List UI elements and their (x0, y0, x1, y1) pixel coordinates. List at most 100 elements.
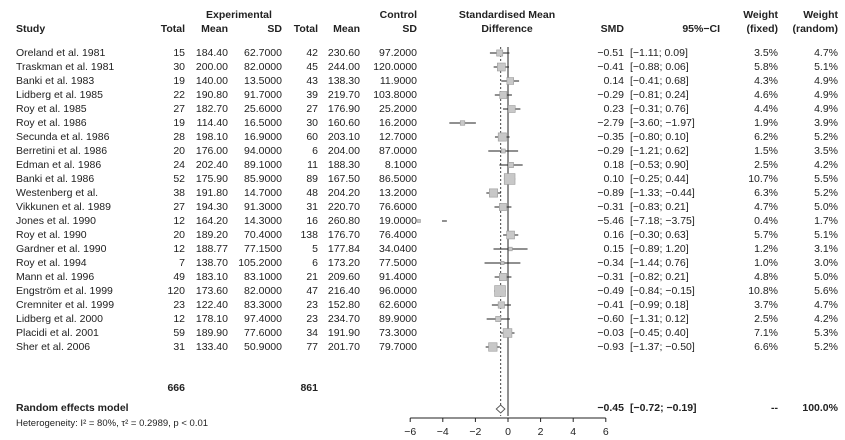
exp-total: 49 (173, 271, 185, 283)
study-name: Westenberg et al. (16, 187, 99, 199)
exp-mean: 140.00 (195, 75, 228, 87)
ctl-mean: 230.60 (327, 47, 360, 59)
weight-random: 4.9% (814, 103, 838, 115)
ci-value: [−1.11; 0.09] (630, 47, 688, 59)
exp-total: 12 (173, 243, 185, 255)
ci-value: [−0.84; −0.15] (630, 285, 695, 297)
ctl-sd: 120.0000 (373, 61, 417, 73)
weight-fixed: 2.5% (754, 313, 778, 325)
ctl-sd: 12.7000 (379, 131, 417, 143)
ctl-mean: 160.60 (327, 117, 360, 129)
weight-random: 5.2% (814, 131, 838, 143)
exp-mean: 176.00 (195, 145, 228, 157)
weight-random: 1.7% (814, 215, 838, 227)
ctl-total: 6 (312, 257, 318, 269)
exp-total-sum: 666 (167, 382, 185, 394)
exp-total: 19 (173, 75, 185, 87)
study-square (502, 328, 513, 338)
ctl-mean: 216.40 (327, 285, 360, 297)
exp-mean: 202.40 (195, 159, 228, 171)
weight-random: 3.1% (814, 243, 838, 255)
ctl-sd: 89.9000 (379, 313, 417, 325)
ctl-mean: 244.00 (327, 61, 360, 73)
weight-fixed: 2.5% (754, 159, 778, 171)
ctl-mean: 152.80 (327, 299, 360, 311)
ctl-sd: 87.0000 (379, 145, 417, 157)
ctl-sd: 13.2000 (379, 187, 417, 199)
study-square (497, 62, 506, 72)
ctl-mean: 204.20 (327, 187, 360, 199)
weight-fixed: 4.7% (754, 201, 778, 213)
ctl-sd: 73.3000 (379, 327, 417, 339)
ctl-mean: 138.30 (327, 75, 360, 87)
weight-fixed: 4.8% (754, 271, 778, 283)
x-axis-tick-label: 2 (538, 426, 544, 438)
weight-fixed: 3.5% (754, 47, 778, 59)
weight-random: 5.0% (814, 201, 838, 213)
ctl-sd: 62.6000 (379, 299, 417, 311)
weight-fixed: 4.6% (754, 89, 778, 101)
exp-sd: 94.0000 (244, 145, 282, 157)
ctl-sd: 19.0000 (379, 215, 417, 227)
ctl-total: 34 (306, 327, 318, 339)
ctl-sd: 11.9000 (379, 75, 417, 87)
weight-random: 3.9% (814, 117, 838, 129)
study-name: Cremniter et al. 1999 (16, 299, 115, 311)
study-name: Placidi et al. 2001 (16, 327, 99, 339)
ctl-sd: 76.4000 (379, 229, 417, 241)
ci-value: [−7.18; −3.75] (630, 215, 695, 227)
ctl-sd: 16.2000 (379, 117, 417, 129)
smd-value: −0.60 (597, 313, 624, 325)
ctl-total: 47 (306, 285, 318, 297)
study-square (500, 261, 505, 265)
ctl-total: 23 (306, 299, 318, 311)
study-square (497, 301, 505, 309)
ci-value: [−1.31; 0.12] (630, 313, 689, 325)
exp-mean: 189.20 (195, 229, 228, 241)
x-axis-tick-label: −4 (437, 426, 449, 438)
ctl-total: 27 (306, 103, 318, 115)
ctl-sd: 91.4000 (379, 271, 417, 283)
study-square (417, 219, 421, 223)
exp-total: 12 (173, 215, 185, 227)
summary-label: Random effects model (16, 402, 129, 414)
smd-value: −0.29 (597, 89, 624, 101)
study-name: Vikkunen et al. 1989 (16, 201, 111, 213)
exp-sd: 62.7000 (244, 47, 282, 59)
exp-sd: 16.9000 (244, 131, 282, 143)
study-name: Banki et al. 1983 (16, 75, 95, 87)
ctl-mean: 260.80 (327, 215, 360, 227)
weight-random: 4.9% (814, 75, 838, 87)
ctl-total: 45 (306, 61, 318, 73)
ci-value: [−0.30; 0.63] (630, 229, 689, 241)
weight-fixed: 6.3% (754, 187, 778, 199)
exp-sd: 16.5000 (244, 117, 282, 129)
ctl-sd: 8.1000 (384, 159, 417, 171)
ci-value: [−1.33; −0.44] (630, 187, 695, 199)
study-name: Banki et al. 1986 (16, 173, 95, 185)
study-name: Berretini et al. 1986 (16, 145, 108, 157)
exp-total: 19 (173, 117, 185, 129)
exp-sd: 82.0000 (244, 285, 282, 297)
study-name: Gardner et al. 1990 (16, 243, 107, 255)
weight-fixed: 1.2% (754, 243, 778, 255)
header-weight-random-1: Weight (803, 9, 838, 21)
header-experimental: Experimental (206, 9, 272, 21)
ci-value: [−1.37; −0.50] (630, 341, 695, 353)
smd-value: 0.16 (603, 229, 624, 241)
ctl-mean: 204.00 (327, 145, 360, 157)
ctl-sd: 96.0000 (379, 285, 417, 297)
smd-value: 0.15 (603, 243, 624, 255)
weight-random: 3.0% (814, 257, 838, 269)
exp-mean: 198.10 (195, 131, 228, 143)
ctl-total: 39 (306, 89, 318, 101)
exp-mean: 178.10 (195, 313, 228, 325)
ci-value: [−0.89; 1.20] (630, 243, 689, 255)
study-name: Lidberg et al. 1985 (16, 89, 103, 101)
exp-total: 120 (167, 285, 185, 297)
exp-sd: 82.0000 (244, 61, 282, 73)
study-square (496, 49, 504, 57)
exp-sd: 89.1000 (244, 159, 282, 171)
x-axis-tick-label: −2 (469, 426, 481, 438)
smd-value: 0.18 (603, 159, 624, 171)
